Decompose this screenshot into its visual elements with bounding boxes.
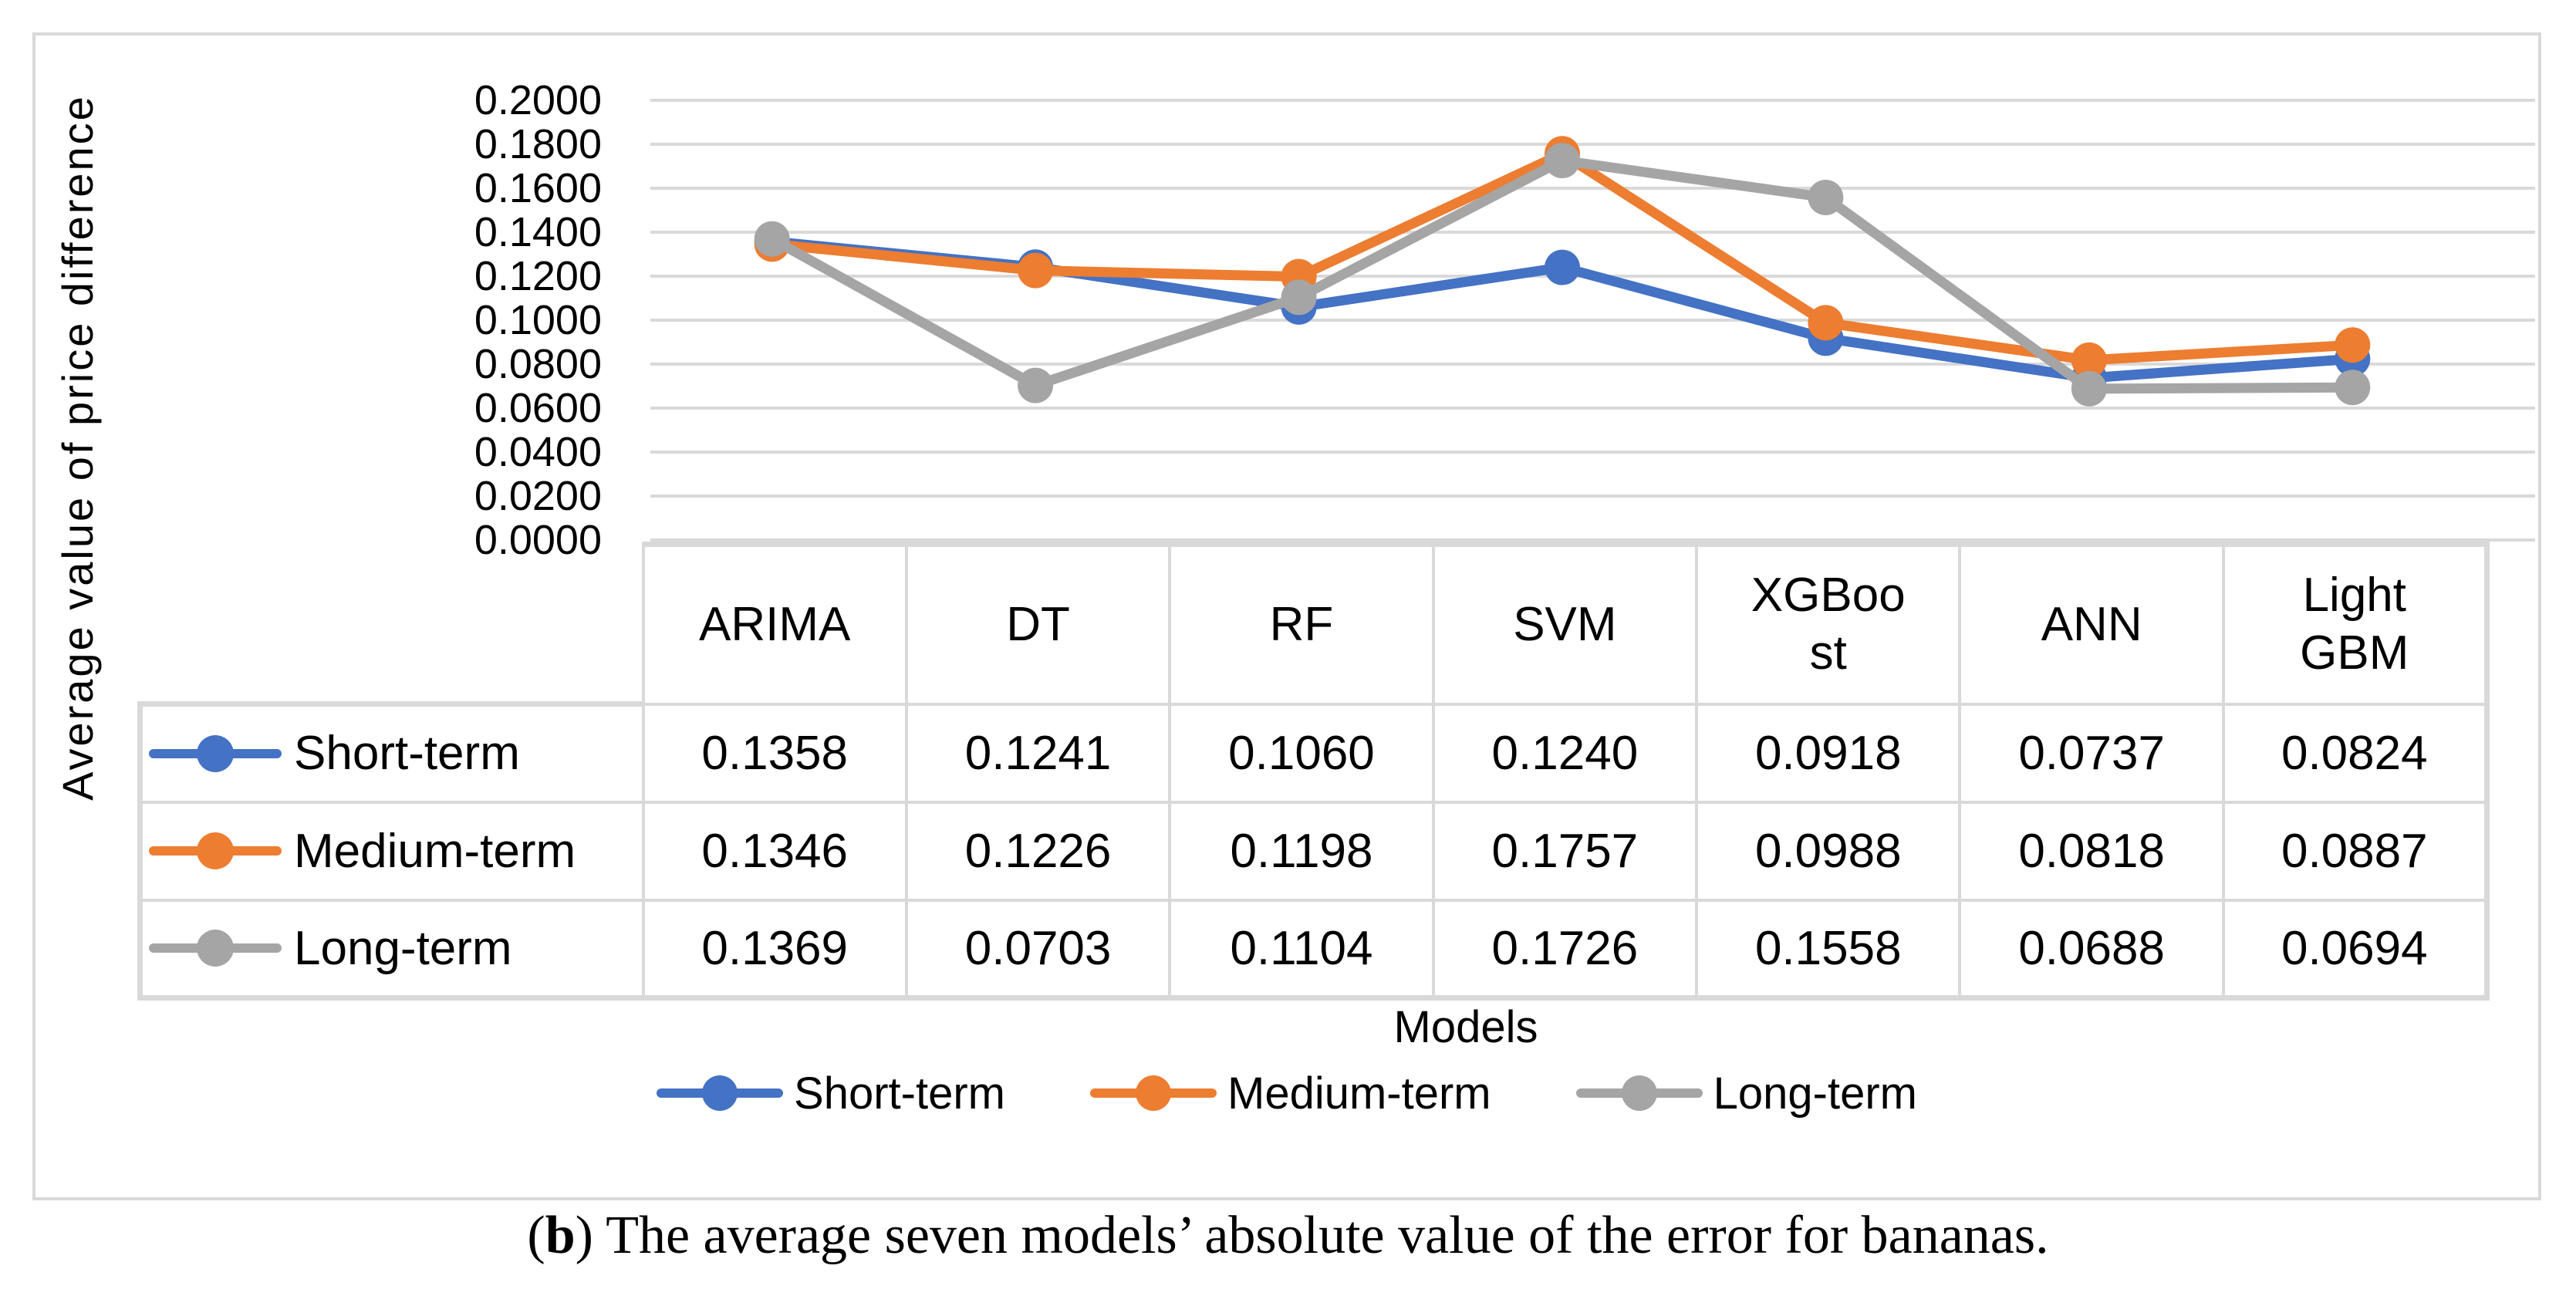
- value-cell: 0.0818: [1958, 800, 2225, 902]
- y-tick-label: 0.0400: [474, 429, 602, 475]
- caption-panel-letter: b: [545, 1206, 576, 1265]
- data-marker-long-term: [2071, 370, 2107, 407]
- value-cell: 0.0988: [1695, 800, 1962, 902]
- series-key-icon: [149, 832, 282, 870]
- series-key-icon: [657, 1075, 784, 1111]
- value-cell: 0.1241: [904, 702, 1172, 804]
- y-tick-label: 0.0600: [474, 385, 602, 431]
- series-key-icon: [1090, 1075, 1217, 1111]
- series-label-wrap: Long-term: [146, 921, 640, 976]
- legend-label: Long-term: [1713, 1068, 1917, 1119]
- value-cell: 0.1757: [1431, 800, 1699, 902]
- column-header: ANN: [1958, 542, 2225, 706]
- y-tick-label: 0.0200: [474, 473, 602, 519]
- legend-label: Short-term: [794, 1068, 1005, 1119]
- data-marker-long-term: [754, 221, 790, 257]
- value-cell: 0.1198: [1168, 800, 1435, 902]
- data-marker-short-term: [1545, 249, 1580, 285]
- y-tick-label: 0.2000: [474, 77, 602, 123]
- table-header-row: ARIMA DT RF SVM XGBoo st ANN Light GBM: [140, 542, 2490, 706]
- row-header-cell: Medium-term: [137, 800, 645, 902]
- data-marker-medium-term: [2071, 342, 2107, 378]
- figure-caption: (b) The average seven models’ absolute v…: [0, 1205, 2576, 1267]
- value-cell: 0.0688: [1958, 898, 2225, 1001]
- value-cell: 0.0737: [1958, 702, 2225, 804]
- y-axis-title: Average value of price difference: [52, 94, 102, 801]
- column-header: Light GBM: [2221, 542, 2490, 706]
- column-header: XGBoo st: [1695, 542, 1962, 706]
- line-plot: [650, 99, 2535, 542]
- data-marker-long-term: [1808, 180, 1844, 215]
- y-tick-label: 0.1000: [474, 297, 602, 343]
- column-header: DT: [904, 542, 1172, 706]
- chart-legend: Short-term Medium-term Long-term: [32, 1058, 2541, 1128]
- series-label-wrap: Short-term: [146, 726, 640, 781]
- y-tick-label: 0.1600: [474, 165, 602, 211]
- column-header: RF: [1168, 542, 1435, 706]
- y-tick-label: 0.0000: [474, 517, 602, 563]
- row-header-cell: Long-term: [137, 898, 645, 1001]
- chart-frame: [32, 32, 2541, 1200]
- data-marker-medium-term: [2335, 327, 2371, 363]
- value-cell: 0.1369: [641, 898, 908, 1001]
- value-cell: 0.0703: [904, 898, 1172, 1001]
- data-table: ARIMA DT RF SVM XGBoo st ANN Light GBM Short-te…: [137, 542, 2490, 1001]
- value-cell: 0.0887: [2221, 800, 2490, 902]
- table-row: Long-term 0.1369 0.0703 0.1104 0.1726 0.1558 0…: [137, 898, 2490, 1001]
- value-cell: 0.0824: [2221, 702, 2490, 804]
- legend-key-marker: [197, 734, 234, 772]
- data-marker-long-term: [1281, 279, 1317, 316]
- table-row: Short-term 0.1358 0.1241 0.1060 0.1240 0.0918…: [137, 701, 2490, 804]
- legend-item: Medium-term: [1090, 1068, 1491, 1119]
- series-label-wrap: Medium-term: [146, 824, 640, 879]
- legend-key-marker: [197, 832, 234, 869]
- table-row: Medium-term 0.1346 0.1226 0.1198 0.1757 0.098…: [137, 800, 2490, 902]
- legend-label: Medium-term: [1227, 1068, 1491, 1119]
- data-marker-long-term: [2335, 370, 2371, 406]
- legend-item: Short-term: [657, 1068, 1005, 1119]
- data-marker-medium-term: [1018, 252, 1054, 289]
- legend-item: Long-term: [1575, 1068, 1917, 1119]
- value-cell: 0.0918: [1695, 702, 1962, 804]
- data-marker-long-term: [1545, 143, 1580, 179]
- column-header: SVM: [1431, 542, 1699, 706]
- value-cell: 0.0694: [2221, 898, 2490, 1001]
- legend-key-marker: [1136, 1075, 1171, 1111]
- value-cell: 0.1346: [641, 800, 908, 902]
- legend-key-marker: [1621, 1075, 1657, 1111]
- x-axis-title: Models: [1393, 1002, 1538, 1052]
- series-name-label: Short-term: [294, 727, 520, 781]
- series-key-icon: [149, 734, 282, 773]
- series-name-label: Long-term: [294, 921, 512, 975]
- y-axis-ticks: 0.2000 0.1800 0.1600 0.1400 0.1200 0.1000 0.08…: [332, 0, 602, 602]
- value-cell: 0.1358: [641, 702, 908, 804]
- series-name-label: Medium-term: [294, 824, 576, 878]
- y-tick-label: 0.0800: [474, 341, 602, 387]
- table-corner-cell: [140, 545, 643, 704]
- y-tick-label: 0.1800: [474, 121, 602, 167]
- legend-key-marker: [702, 1075, 738, 1111]
- legend-key-marker: [197, 930, 234, 967]
- row-header-cell: Short-term: [137, 701, 645, 804]
- value-cell: 0.1060: [1168, 702, 1435, 804]
- value-cell: 0.1240: [1431, 702, 1699, 804]
- y-tick-label: 0.1200: [474, 253, 602, 299]
- value-cell: 0.1726: [1431, 898, 1699, 1001]
- column-header: ARIMA: [641, 542, 908, 706]
- value-cell: 0.1558: [1695, 898, 1962, 1001]
- data-marker-medium-term: [1808, 305, 1844, 341]
- value-cell: 0.1226: [904, 800, 1172, 902]
- data-marker-long-term: [1018, 367, 1054, 403]
- caption-paren: (: [527, 1206, 545, 1265]
- series-key-icon: [1575, 1075, 1703, 1111]
- caption-text: ) The average seven models’ absolute val…: [575, 1206, 2049, 1265]
- series-key-icon: [149, 929, 282, 967]
- y-tick-label: 0.1400: [474, 209, 602, 255]
- value-cell: 0.1104: [1168, 898, 1435, 1001]
